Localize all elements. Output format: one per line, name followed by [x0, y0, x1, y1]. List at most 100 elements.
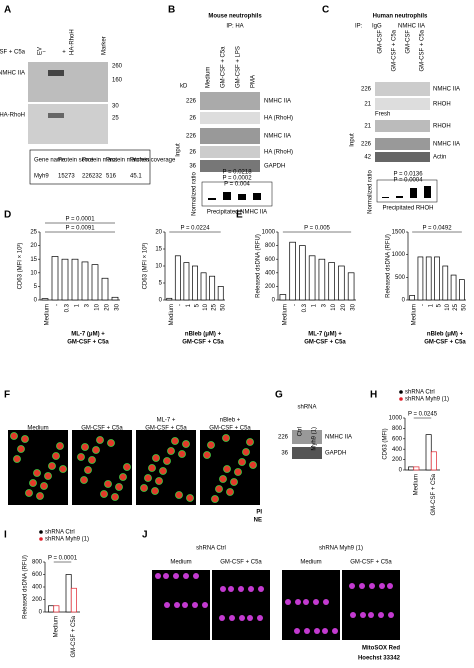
bar — [279, 294, 287, 301]
y-tick-label: 0 — [399, 468, 403, 474]
blot-g — [292, 430, 322, 459]
gel-top — [28, 62, 108, 102]
cell — [239, 615, 245, 621]
cell — [230, 478, 238, 486]
cell — [155, 477, 163, 485]
bar — [71, 258, 79, 301]
cell — [219, 475, 227, 483]
bar — [192, 265, 198, 301]
cell — [313, 599, 319, 605]
bar — [430, 451, 437, 471]
x-tick-label: 30 — [115, 303, 121, 310]
cell — [163, 457, 171, 465]
x-tick-label: - — [420, 304, 426, 306]
cell — [378, 612, 384, 618]
cell — [220, 586, 226, 592]
bar-decor — [410, 188, 417, 198]
cell — [115, 483, 123, 491]
cell — [152, 454, 160, 462]
legend-label: shRNA Myh9 (1) — [405, 397, 449, 403]
label: Protein score — [58, 158, 94, 164]
panel-label: B — [168, 5, 175, 16]
x-tick-label: GM-CSF + C5a — [431, 473, 437, 515]
x-tick-label: 1 — [75, 303, 81, 307]
label: IP: HA — [226, 24, 243, 30]
cell — [223, 465, 231, 473]
y-tick-label: 1000 — [262, 230, 276, 236]
y-tick-label: 1500 — [392, 230, 406, 236]
label: NMHC IIA — [433, 142, 460, 148]
label: Input — [350, 133, 356, 147]
y-tick-label: 200 — [265, 284, 276, 290]
y-tick-label: 0 — [272, 298, 276, 304]
label: P = 0.0002 — [222, 176, 252, 182]
cell — [360, 612, 366, 618]
y-tick-label: 600 — [392, 436, 403, 442]
label: PI — [256, 510, 262, 516]
label: 21 — [364, 102, 371, 108]
cell — [25, 489, 33, 497]
x-axis-label: GM-CSF + C5a — [424, 340, 466, 346]
label: 226 — [278, 435, 289, 441]
label: 226 — [361, 87, 372, 93]
label: NE — [254, 518, 262, 524]
y-tick-label: 10 — [30, 270, 37, 276]
cell — [140, 484, 148, 492]
label: 26 — [189, 150, 196, 156]
label: Protein coverage — [130, 158, 176, 164]
panel-label: C — [322, 5, 329, 16]
cell — [33, 469, 41, 477]
panel-label: H — [370, 390, 377, 401]
cell — [48, 462, 56, 470]
p-value: P = 0.0492 — [422, 226, 452, 232]
bar-decor — [223, 192, 231, 200]
cell — [349, 583, 355, 589]
cell — [40, 482, 48, 490]
x-tick-label: 20 — [341, 303, 347, 310]
cell — [171, 437, 179, 445]
cell — [368, 612, 374, 618]
label: kD — [180, 84, 188, 90]
x-tick-label: 5 — [437, 303, 443, 307]
cell — [219, 615, 225, 621]
label: NMHC IIA — [325, 435, 352, 441]
bar-decor — [396, 196, 403, 198]
x-tick-label: Medium — [413, 474, 419, 495]
x-tick-label: 0.3 — [302, 303, 308, 312]
cell — [238, 586, 244, 592]
label: 30 — [112, 104, 119, 110]
bar — [338, 265, 345, 301]
label: 226 — [361, 142, 372, 148]
cell — [228, 586, 234, 592]
cell — [238, 458, 246, 466]
table-box — [29, 149, 151, 185]
label: HA (RhoH) — [264, 150, 293, 156]
x-tick-label: Medium — [282, 304, 288, 325]
x-axis-label: ML-7 (μM) + — [71, 332, 105, 338]
cell — [192, 602, 198, 608]
cell — [163, 573, 169, 579]
cell — [207, 441, 215, 449]
cell — [202, 602, 208, 608]
label: Normalized ratio — [368, 169, 374, 213]
panel-label: A — [4, 5, 11, 16]
cell — [81, 443, 89, 451]
cell — [388, 612, 394, 618]
bar — [209, 275, 216, 301]
x-tick-label: 25 — [212, 303, 218, 310]
label: 36 — [189, 164, 196, 170]
y-tick-label: 15 — [30, 257, 37, 263]
p-value: P = 0.0001 — [65, 217, 95, 223]
cell — [285, 599, 291, 605]
label: shRNA Myh9 (1) — [319, 546, 363, 552]
bar — [70, 587, 77, 613]
label: EV — [38, 47, 44, 55]
cell — [229, 615, 235, 621]
cell — [322, 628, 328, 634]
label: GM-CSF + C5a — [420, 29, 426, 71]
cell — [96, 436, 104, 444]
bar — [174, 255, 181, 301]
x-tick-label: 50 — [220, 303, 226, 310]
legend-marker — [399, 390, 403, 394]
label: ML-7 + — [157, 418, 176, 424]
